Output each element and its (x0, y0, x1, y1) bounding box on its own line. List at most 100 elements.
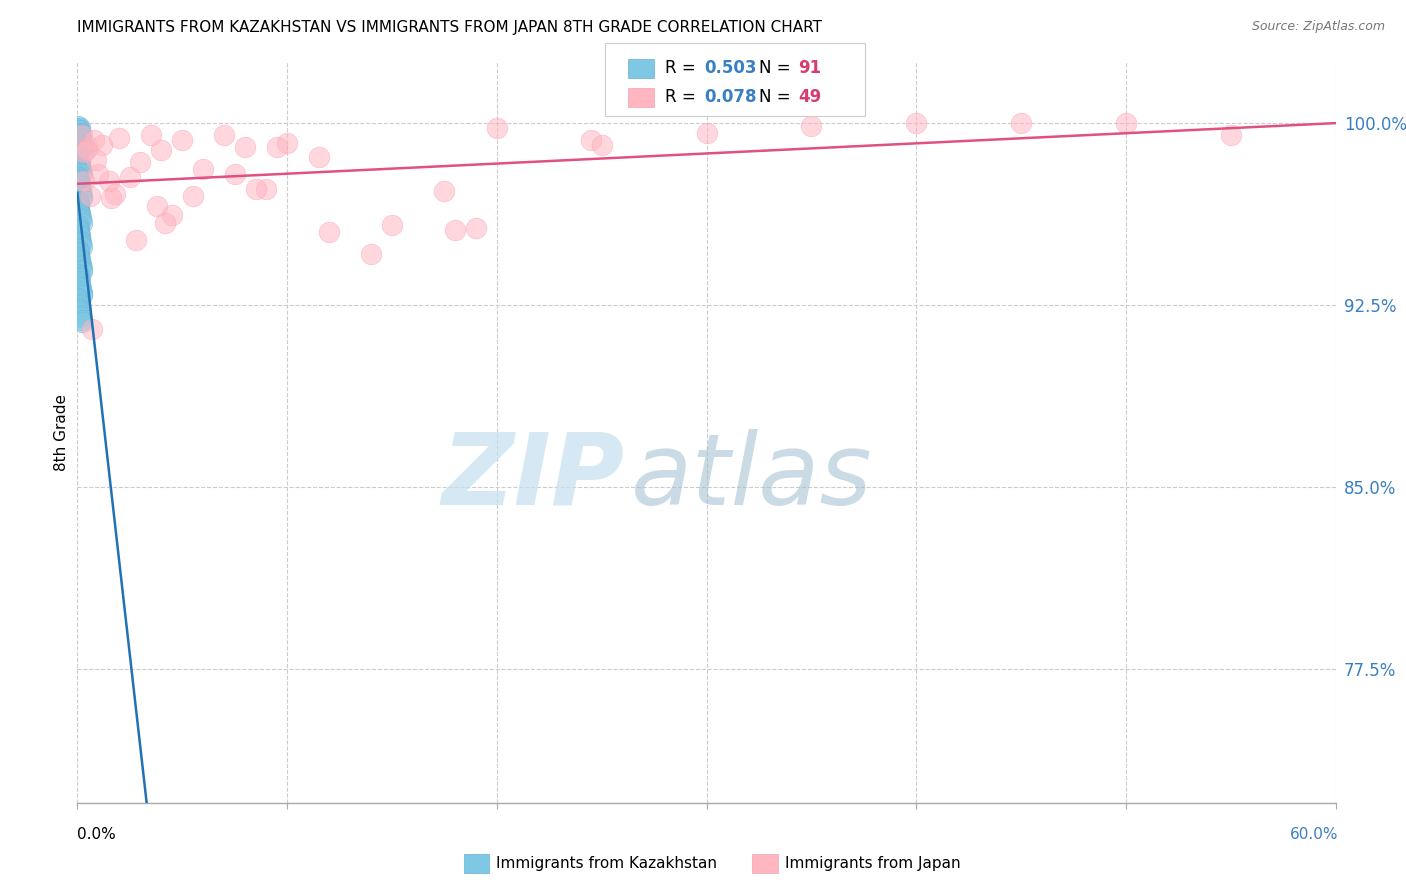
Point (70, 138, 93, 153)
Point (69, 278, 91, 293)
Point (70, 286, 93, 301)
Point (67, 169, 90, 184)
Point (69, 303, 91, 318)
Point (155, 216, 177, 230)
Point (100, 191, 122, 205)
Point (181, 189, 204, 203)
Point (308, 150, 330, 164)
Point (1219, 128, 1241, 143)
Text: N =: N = (759, 88, 796, 106)
Point (66, 194, 89, 208)
Text: 0.503: 0.503 (704, 60, 756, 78)
Point (70, 140, 93, 154)
Point (69, 155, 91, 169)
Point (97, 174, 120, 188)
Point (591, 138, 613, 153)
Point (70, 186, 93, 201)
Point (67, 199, 90, 213)
Point (67, 267, 90, 281)
Point (70, 260, 93, 274)
Point (433, 184, 456, 198)
Point (67, 271, 90, 285)
Point (266, 140, 288, 154)
Point (70, 162, 93, 177)
Point (1010, 116, 1032, 130)
Point (118, 169, 141, 184)
Point (69, 308, 91, 322)
Point (69, 274, 91, 288)
Point (67, 247, 90, 261)
Point (80, 322, 103, 336)
Point (67, 250, 90, 264)
Text: 60.0%: 60.0% (1291, 827, 1339, 841)
Point (67, 130, 90, 145)
Point (233, 140, 256, 154)
Point (66, 119, 89, 133)
Point (75, 143, 97, 157)
Point (70, 216, 93, 230)
Point (579, 133, 602, 147)
Text: ZIP: ZIP (441, 428, 624, 525)
Text: Immigrants from Kazakhstan: Immigrants from Kazakhstan (496, 856, 717, 871)
Point (67, 174, 90, 188)
Point (67, 126, 90, 140)
Point (67, 138, 90, 153)
Point (67, 172, 90, 186)
Point (444, 223, 467, 237)
Point (67, 196, 90, 211)
Point (70, 240, 93, 254)
Point (67, 244, 90, 259)
Point (224, 167, 246, 181)
Point (69, 130, 91, 145)
Point (70, 284, 93, 298)
Point (66, 145, 89, 160)
Point (70, 237, 93, 252)
Point (381, 218, 404, 232)
Point (146, 199, 169, 213)
Point (66, 120, 89, 135)
Point (69, 230, 91, 244)
Point (67, 203, 90, 218)
Point (69, 128, 91, 143)
Point (69, 179, 91, 194)
Text: Immigrants from Japan: Immigrants from Japan (785, 856, 960, 871)
Point (67, 293, 90, 308)
Point (67, 150, 90, 164)
Point (70, 136, 93, 150)
Point (67, 298, 90, 312)
Point (70, 143, 93, 157)
Point (70, 133, 93, 147)
Point (276, 136, 298, 150)
Point (70, 164, 93, 178)
Point (69, 211, 91, 225)
Point (69, 257, 91, 271)
Point (67, 133, 90, 147)
Point (108, 130, 131, 145)
Text: 49: 49 (799, 88, 823, 106)
Point (69, 182, 91, 196)
Point (67, 136, 90, 150)
Point (69, 227, 91, 242)
Y-axis label: 8th Grade: 8th Grade (53, 394, 69, 471)
Point (70, 189, 93, 203)
Point (67, 225, 90, 239)
Point (91, 138, 114, 153)
Point (70, 261, 93, 276)
Point (212, 128, 235, 143)
Point (69, 206, 91, 220)
Point (104, 186, 127, 201)
Point (70, 288, 93, 302)
Point (67, 223, 90, 237)
Point (69, 277, 91, 291)
Point (254, 182, 277, 196)
Point (696, 126, 718, 140)
Point (905, 116, 928, 130)
Point (800, 119, 823, 133)
Point (66, 291, 89, 305)
Point (69, 160, 91, 174)
Text: 0.078: 0.078 (704, 88, 756, 106)
Text: 91: 91 (799, 60, 821, 78)
Point (70, 312, 93, 326)
Point (67, 153, 90, 167)
Point (69, 120, 91, 135)
